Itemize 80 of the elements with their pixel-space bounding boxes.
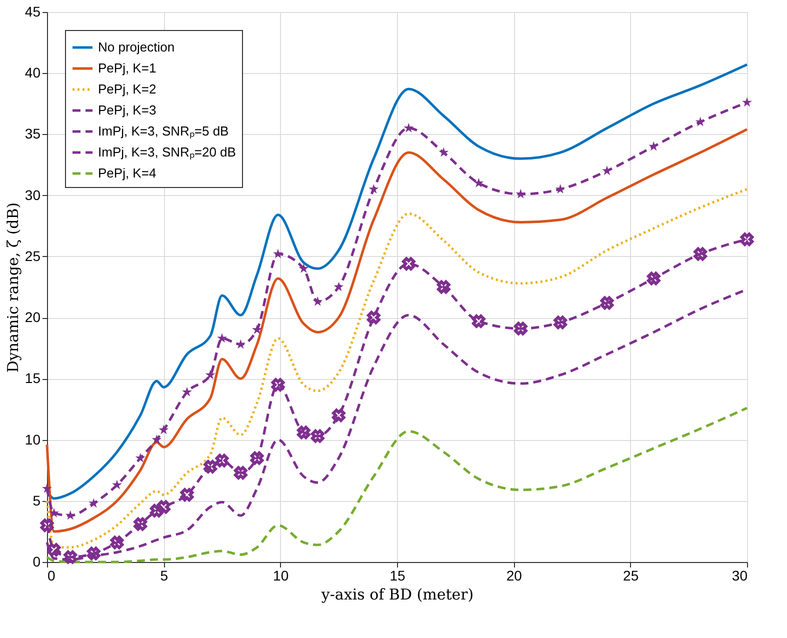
point	[646, 272, 660, 286]
point	[182, 386, 192, 396]
point	[112, 480, 122, 490]
x-axis-title: y-axis of BD (meter)	[320, 586, 474, 604]
point	[40, 518, 54, 532]
point	[436, 280, 450, 294]
point	[252, 324, 262, 334]
point	[368, 184, 379, 194]
point	[555, 184, 566, 194]
y-tick-label: 10	[24, 431, 41, 448]
point	[366, 310, 380, 324]
point	[42, 483, 52, 493]
legend-label: ImPj, K=3, SNRₚ=20 dB	[98, 144, 236, 160]
point	[332, 408, 346, 422]
y-tick-label: 30	[24, 186, 41, 203]
point	[65, 510, 76, 520]
point	[88, 498, 99, 508]
x-tick-label: 0	[48, 568, 56, 584]
point	[402, 257, 416, 270]
y-tick-label: 0	[32, 554, 41, 570]
point	[205, 370, 216, 380]
point	[150, 504, 164, 518]
point	[215, 454, 229, 468]
y-tick-label: 25	[24, 248, 41, 264]
legend-label: PePj, K=4	[98, 166, 156, 180]
point	[135, 452, 146, 462]
point	[236, 339, 246, 349]
point	[110, 536, 124, 550]
point	[404, 122, 414, 132]
legend-label: PePj, K=3	[98, 102, 156, 118]
point	[156, 500, 170, 514]
point	[514, 322, 528, 336]
x-tick-label: 30	[732, 568, 748, 584]
point	[516, 188, 526, 198]
legend-label: PePj, K=2	[98, 82, 156, 96]
point	[740, 232, 754, 246]
point	[180, 488, 194, 502]
y-tick-label: 15	[24, 370, 41, 386]
point	[47, 543, 61, 556]
x-tick-label: 5	[160, 568, 168, 584]
point	[742, 97, 752, 107]
point	[86, 546, 100, 560]
y-tick-label: 35	[24, 126, 41, 142]
point	[312, 296, 323, 306]
y-tick-label: 5	[32, 492, 41, 508]
x-tick-label: 10	[273, 568, 289, 584]
point	[694, 247, 708, 261]
point	[474, 178, 484, 188]
point	[49, 508, 59, 518]
point	[602, 166, 612, 176]
x-tick-label: 20	[506, 568, 522, 584]
point	[334, 282, 344, 292]
point	[648, 141, 659, 151]
point	[134, 517, 148, 531]
y-tick-label: 45	[24, 4, 41, 20]
legend-label: ImPj, K=3, SNRₚ=5 dB	[98, 124, 229, 140]
point	[64, 550, 78, 564]
point	[695, 116, 706, 126]
point	[438, 147, 449, 157]
point	[158, 424, 169, 434]
point	[271, 378, 285, 392]
y-tick-label: 20	[24, 309, 41, 326]
point	[472, 314, 486, 328]
point	[204, 460, 218, 474]
point	[152, 434, 162, 444]
point	[298, 263, 309, 273]
legend-label: No projection	[98, 40, 175, 54]
legend-label: PePj, K=1	[98, 60, 156, 76]
x-tick-label: 25	[623, 568, 639, 584]
point	[296, 426, 310, 440]
point	[250, 451, 264, 465]
y-tick-label: 40	[24, 64, 41, 81]
x-tick-label: 15	[390, 568, 406, 584]
point	[310, 429, 324, 443]
point	[234, 466, 248, 480]
point	[273, 248, 283, 258]
point	[600, 296, 614, 310]
y-axis-title: Dynamic range, ζ (dB)	[4, 202, 22, 373]
point	[554, 316, 568, 330]
point	[217, 333, 227, 343]
